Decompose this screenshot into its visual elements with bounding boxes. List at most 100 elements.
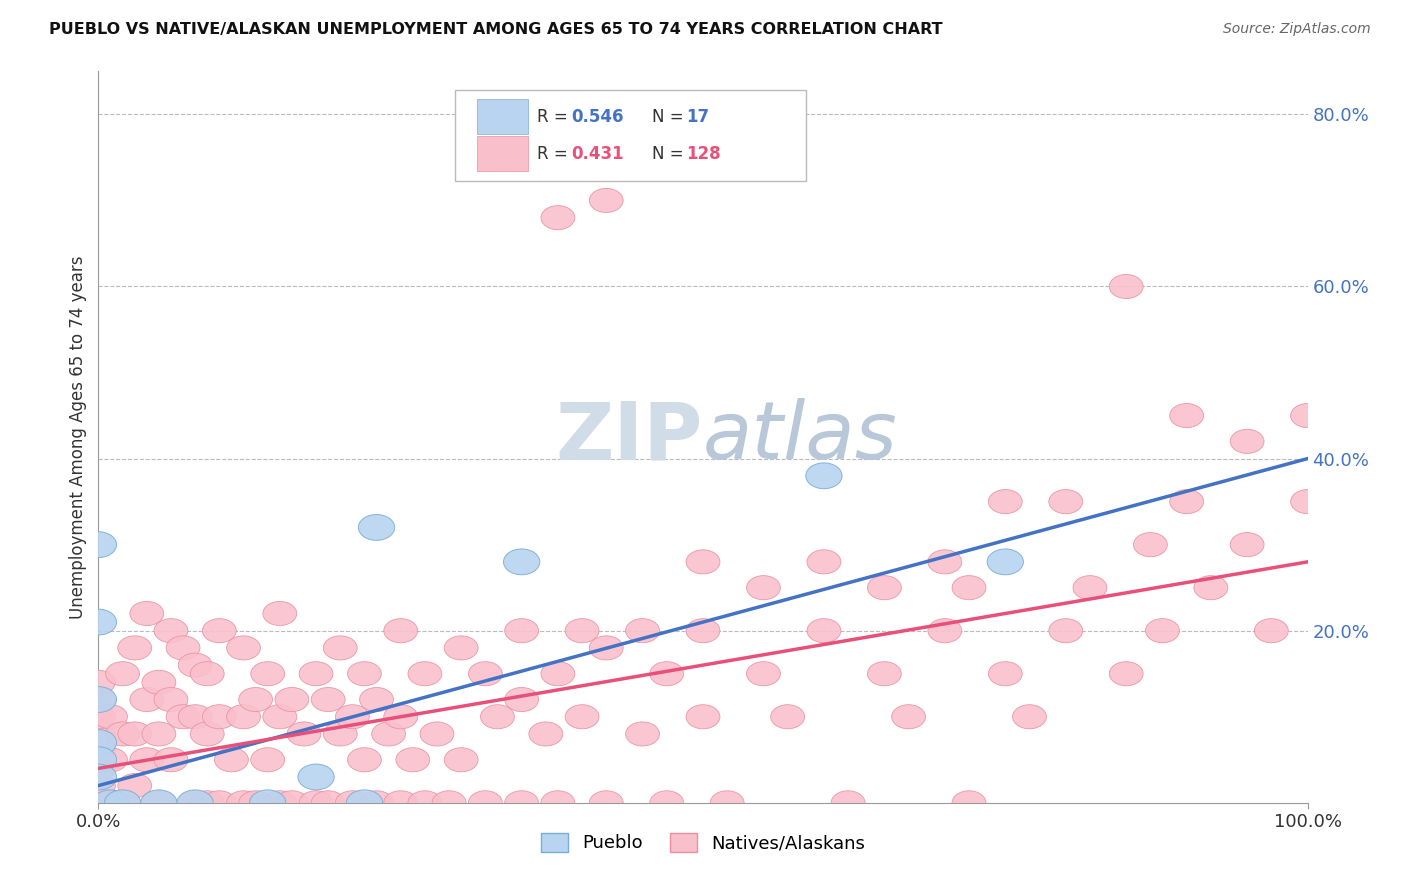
Ellipse shape (468, 790, 502, 815)
Ellipse shape (190, 662, 224, 686)
Ellipse shape (80, 687, 117, 713)
Ellipse shape (155, 619, 188, 643)
Ellipse shape (541, 205, 575, 230)
Ellipse shape (94, 790, 128, 815)
FancyBboxPatch shape (477, 136, 527, 171)
Ellipse shape (104, 790, 141, 815)
Ellipse shape (142, 790, 176, 815)
Ellipse shape (298, 764, 335, 790)
Ellipse shape (155, 688, 188, 712)
Text: N =: N = (652, 145, 689, 163)
Ellipse shape (1254, 619, 1288, 643)
Ellipse shape (82, 722, 115, 746)
Ellipse shape (82, 773, 115, 797)
Ellipse shape (287, 722, 321, 746)
Ellipse shape (868, 575, 901, 599)
Ellipse shape (1146, 619, 1180, 643)
Ellipse shape (263, 790, 297, 815)
Ellipse shape (250, 747, 284, 772)
Ellipse shape (505, 619, 538, 643)
Ellipse shape (541, 662, 575, 686)
Ellipse shape (105, 662, 139, 686)
Ellipse shape (686, 619, 720, 643)
Ellipse shape (1133, 533, 1167, 557)
Text: 128: 128 (686, 145, 721, 163)
Ellipse shape (360, 790, 394, 815)
Ellipse shape (80, 532, 117, 558)
Ellipse shape (589, 636, 623, 660)
Ellipse shape (1170, 403, 1204, 427)
Ellipse shape (239, 688, 273, 712)
Text: Source: ZipAtlas.com: Source: ZipAtlas.com (1223, 22, 1371, 37)
Ellipse shape (565, 619, 599, 643)
Ellipse shape (94, 705, 128, 729)
Ellipse shape (80, 609, 117, 635)
Ellipse shape (179, 790, 212, 815)
Ellipse shape (118, 722, 152, 746)
Ellipse shape (384, 790, 418, 815)
Ellipse shape (202, 790, 236, 815)
Ellipse shape (276, 688, 309, 712)
Y-axis label: Unemployment Among Ages 65 to 74 years: Unemployment Among Ages 65 to 74 years (69, 255, 87, 619)
Ellipse shape (179, 653, 212, 677)
Ellipse shape (891, 705, 925, 729)
Ellipse shape (444, 747, 478, 772)
Ellipse shape (928, 549, 962, 574)
Ellipse shape (82, 705, 115, 729)
Ellipse shape (686, 549, 720, 574)
Ellipse shape (299, 662, 333, 686)
Ellipse shape (82, 756, 115, 780)
Ellipse shape (432, 790, 465, 815)
Ellipse shape (529, 722, 562, 746)
Ellipse shape (250, 662, 284, 686)
Ellipse shape (1109, 275, 1143, 299)
Ellipse shape (807, 619, 841, 643)
Ellipse shape (988, 662, 1022, 686)
Ellipse shape (226, 636, 260, 660)
Ellipse shape (82, 688, 115, 712)
Ellipse shape (952, 790, 986, 815)
Ellipse shape (686, 705, 720, 729)
Ellipse shape (806, 463, 842, 489)
Ellipse shape (336, 790, 370, 815)
Ellipse shape (105, 790, 139, 815)
Ellipse shape (202, 705, 236, 729)
Ellipse shape (1049, 619, 1083, 643)
Ellipse shape (93, 790, 129, 815)
Ellipse shape (250, 790, 285, 815)
Ellipse shape (311, 688, 344, 712)
Ellipse shape (323, 722, 357, 746)
Ellipse shape (468, 662, 502, 686)
Ellipse shape (166, 636, 200, 660)
Ellipse shape (505, 790, 538, 815)
Ellipse shape (541, 790, 575, 815)
Ellipse shape (179, 705, 212, 729)
Text: R =: R = (537, 108, 574, 126)
Ellipse shape (565, 705, 599, 729)
Ellipse shape (988, 490, 1022, 514)
Ellipse shape (420, 722, 454, 746)
Ellipse shape (177, 790, 214, 815)
Ellipse shape (1291, 490, 1324, 514)
Ellipse shape (118, 773, 152, 797)
Ellipse shape (346, 790, 382, 815)
Ellipse shape (323, 636, 357, 660)
Ellipse shape (1073, 575, 1107, 599)
Ellipse shape (396, 747, 430, 772)
Ellipse shape (142, 722, 176, 746)
Text: 0.431: 0.431 (571, 145, 624, 163)
Ellipse shape (650, 662, 683, 686)
Text: 17: 17 (686, 108, 709, 126)
Ellipse shape (747, 662, 780, 686)
Ellipse shape (336, 705, 370, 729)
Ellipse shape (190, 722, 224, 746)
Ellipse shape (239, 790, 273, 815)
Ellipse shape (1109, 662, 1143, 686)
Ellipse shape (80, 747, 117, 772)
Ellipse shape (82, 739, 115, 764)
Ellipse shape (589, 790, 623, 815)
Ellipse shape (166, 705, 200, 729)
Ellipse shape (129, 747, 163, 772)
Ellipse shape (650, 790, 683, 815)
Ellipse shape (384, 705, 418, 729)
